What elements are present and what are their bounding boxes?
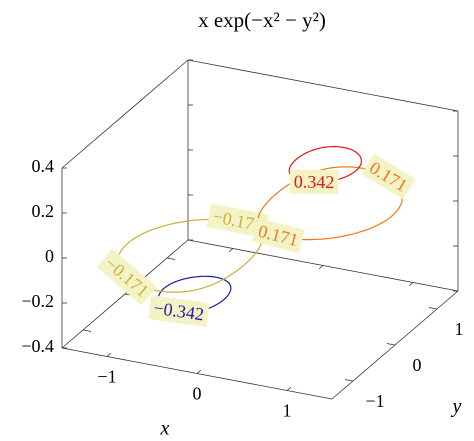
z-tick-label: 0 xyxy=(45,246,54,266)
label-box xyxy=(148,295,210,327)
y-tick-label: 0 xyxy=(413,355,422,375)
contour-label: 0.171 xyxy=(361,153,416,200)
x-tick xyxy=(106,352,112,357)
label-box xyxy=(251,217,305,254)
z-tick-label: −0.4 xyxy=(21,336,54,356)
box-edge xyxy=(187,59,459,112)
x-axis-label: x xyxy=(160,418,170,440)
contour-label: 0.342 xyxy=(289,169,339,195)
x-tick xyxy=(286,386,292,391)
contour-label-text: 0.342 xyxy=(294,172,335,193)
label-box xyxy=(96,248,157,306)
y-tick-label: 1 xyxy=(455,319,464,339)
z-tick-label: 0.2 xyxy=(32,201,55,221)
box-edge xyxy=(61,59,189,169)
y-tick xyxy=(428,307,438,310)
z-tick-label: −0.2 xyxy=(21,291,54,311)
x-tick xyxy=(228,248,234,253)
y-tick xyxy=(166,257,176,260)
x-tick-label: 0 xyxy=(193,384,202,404)
contour-label: −0.171 xyxy=(96,248,157,306)
contour-label: −0.342 xyxy=(148,295,210,327)
x-tick xyxy=(318,265,324,270)
y-tick xyxy=(82,329,92,332)
y-tick xyxy=(344,379,354,382)
chart-title: x exp(−x² − y²) xyxy=(198,8,326,32)
z-tick-label: 0.4 xyxy=(32,156,55,176)
label-box xyxy=(206,203,269,239)
x-tick xyxy=(196,369,202,374)
y-tick xyxy=(386,343,396,346)
y-tick-label: −1 xyxy=(365,391,384,411)
x-tick xyxy=(408,282,414,287)
label-box xyxy=(361,153,416,200)
x-tick-label: −1 xyxy=(97,367,116,387)
x-tick-label: 1 xyxy=(283,401,292,421)
y-axis-label: y xyxy=(451,396,462,418)
label-box xyxy=(289,169,339,195)
